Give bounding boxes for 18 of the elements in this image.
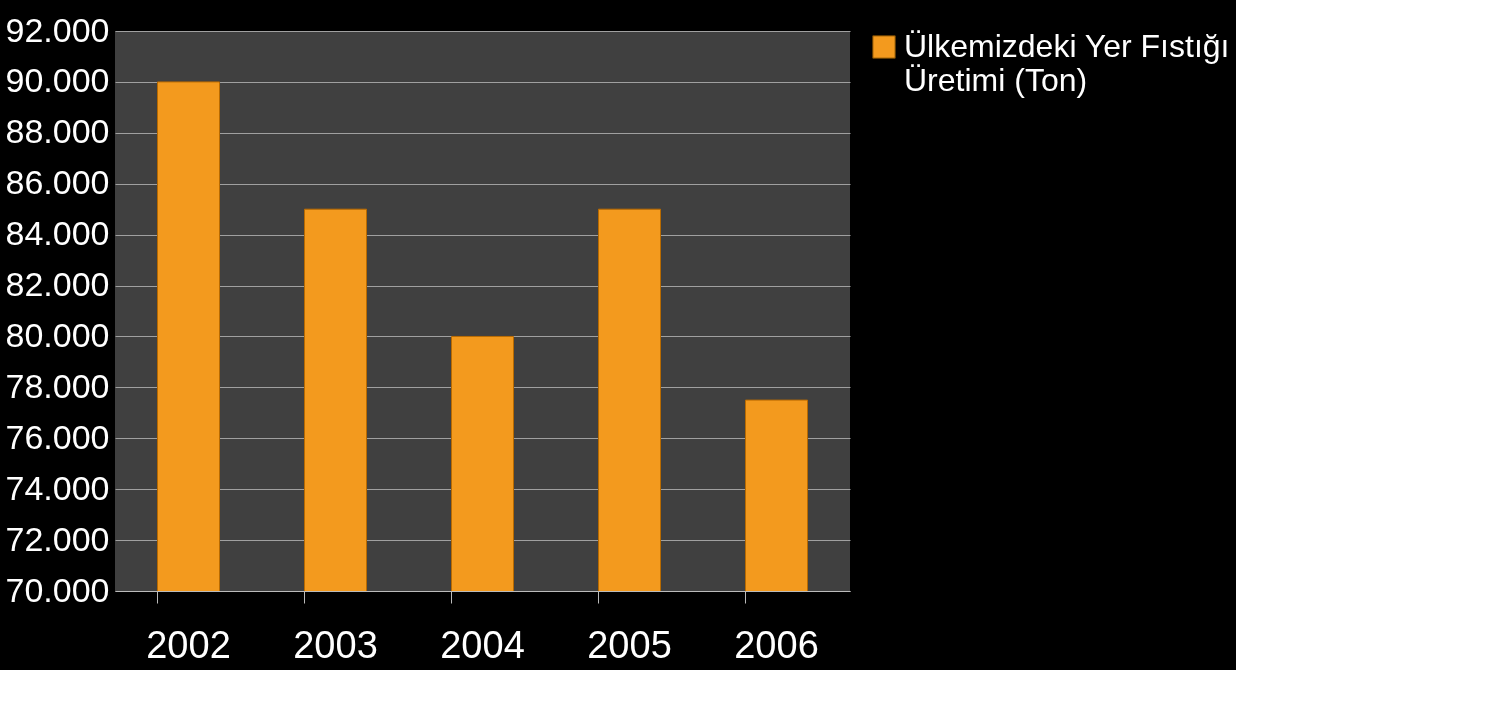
y-tick-label: 70.000 bbox=[5, 570, 110, 609]
legend-label: Ülkemizdeki Yer Fıstığı Üretimi (Ton) bbox=[904, 28, 1230, 98]
y-tick-label: 88.000 bbox=[5, 112, 110, 151]
y-tick-label: 74.000 bbox=[5, 468, 110, 507]
x-tick-label: 2006 bbox=[734, 623, 819, 666]
y-tick-label: 76.000 bbox=[5, 417, 110, 456]
y-tick-label: 82.000 bbox=[5, 265, 110, 304]
y-tick-label: 78.000 bbox=[5, 366, 110, 405]
y-tick-label: 80.000 bbox=[5, 315, 110, 354]
y-tick-label: 84.000 bbox=[5, 214, 110, 253]
y-tick-label: 90.000 bbox=[5, 61, 110, 100]
y-tick-label: 72.000 bbox=[5, 519, 110, 558]
x-tick-label: 2005 bbox=[587, 623, 672, 666]
y-tick-label: 86.000 bbox=[5, 163, 110, 202]
y-tick-label: 92.000 bbox=[5, 10, 110, 49]
x-tick-label: 2004 bbox=[440, 623, 525, 666]
x-tick-label: 2003 bbox=[293, 623, 378, 666]
x-tick-label: 2002 bbox=[146, 623, 231, 666]
